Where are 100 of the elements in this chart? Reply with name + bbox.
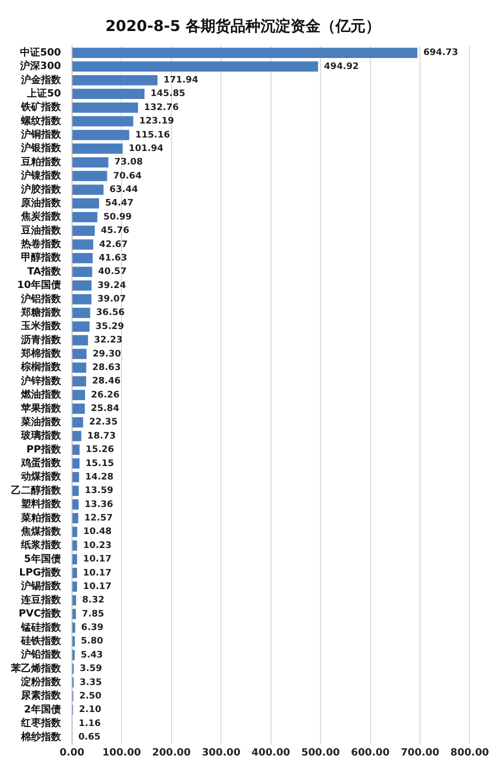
data-label: 35.29 xyxy=(96,322,124,332)
bar xyxy=(72,513,78,524)
y-tick-label: 连豆指数 xyxy=(20,594,62,606)
data-label: 8.32 xyxy=(82,596,104,606)
y-tick-label: 纸浆指数 xyxy=(20,539,62,552)
y-tick-label: 菜粕指数 xyxy=(20,512,62,524)
y-tick-label: 塑料指数 xyxy=(20,498,62,510)
y-tick-label: 郑棉指数 xyxy=(20,348,62,360)
bar xyxy=(72,376,86,386)
y-tick-label: 玻璃指数 xyxy=(20,430,62,442)
data-label: 10.17 xyxy=(83,568,112,578)
y-tick-label: 沪锌指数 xyxy=(20,374,62,387)
data-label: 101.94 xyxy=(128,144,164,154)
data-label: 28.63 xyxy=(92,362,121,373)
data-label: 50.99 xyxy=(103,212,132,222)
y-tick-label: 螺纹指数 xyxy=(20,114,62,127)
y-tick-label: 甲醇指数 xyxy=(21,252,62,264)
bar xyxy=(72,198,100,209)
data-label: 36.56 xyxy=(96,308,125,318)
y-tick-label: 沪深300 xyxy=(19,60,62,72)
data-label: 18.73 xyxy=(87,431,116,442)
data-label: 42.67 xyxy=(99,240,128,250)
y-tick-label: 上证50 xyxy=(26,87,62,100)
y-tick-label: 菜油指数 xyxy=(20,416,62,428)
y-tick-label: 苹果指数 xyxy=(20,402,62,414)
bar xyxy=(72,554,78,564)
data-label: 3.59 xyxy=(80,664,102,674)
x-tick-label: 0.00 xyxy=(60,748,84,759)
bar xyxy=(72,348,87,360)
bar xyxy=(72,253,93,264)
y-tick-label: 沪铜指数 xyxy=(20,128,62,141)
y-tick-label: 5年国债 xyxy=(24,552,61,565)
bar xyxy=(72,61,318,72)
y-tick-label: 沪金指数 xyxy=(20,74,62,86)
y-tick-label: 淀粉指数 xyxy=(20,676,62,688)
y-tick-label: 铁矿指数 xyxy=(20,101,62,114)
data-label: 29.30 xyxy=(92,349,122,360)
y-tick-label: 沪银指数 xyxy=(20,142,62,154)
data-label: 73.08 xyxy=(114,158,143,168)
y-tick-label: 锰硅指数 xyxy=(20,621,62,634)
bar xyxy=(72,144,123,154)
data-label: 5.80 xyxy=(80,636,104,647)
bar xyxy=(72,362,86,373)
x-tick-label: 300.00 xyxy=(202,748,240,759)
bar xyxy=(72,540,78,551)
bar xyxy=(72,308,90,318)
data-label: 45.76 xyxy=(100,226,130,236)
y-tick-label: PP指数 xyxy=(26,443,62,456)
data-label: 5.43 xyxy=(80,650,103,660)
bar xyxy=(72,444,80,455)
data-label: 14.28 xyxy=(85,472,114,482)
x-tick-label: 500.00 xyxy=(301,748,340,759)
bar xyxy=(72,75,158,86)
bar xyxy=(72,102,138,113)
bar xyxy=(72,417,84,428)
bar xyxy=(72,88,145,100)
x-tick-label: 400.00 xyxy=(252,748,290,759)
y-tick-label: 苯乙烯指数 xyxy=(10,662,62,674)
bar xyxy=(72,595,76,606)
data-label: 494.92 xyxy=(324,62,359,72)
chart-title: 2020-8-5 各期货品种沉淀资金（亿元） xyxy=(105,16,381,35)
bar xyxy=(72,170,108,182)
x-tick-label: 100.00 xyxy=(102,748,142,759)
data-label: 39.24 xyxy=(98,280,126,291)
y-tick-label: 棕榈指数 xyxy=(20,361,62,374)
data-label: 41.63 xyxy=(98,253,128,264)
bar xyxy=(72,458,80,469)
data-label: 10.17 xyxy=(83,554,112,565)
bar xyxy=(72,499,79,510)
data-label: 13.59 xyxy=(84,486,114,496)
bar xyxy=(72,608,76,620)
bar xyxy=(72,321,90,332)
bar xyxy=(72,116,134,126)
data-label: 6.39 xyxy=(81,623,104,634)
bar xyxy=(72,226,95,236)
data-label: 7.85 xyxy=(82,609,104,620)
y-tick-label: 红枣指数 xyxy=(20,717,62,730)
y-tick-label: 沥青指数 xyxy=(20,334,62,346)
bar xyxy=(72,568,78,578)
bar xyxy=(72,622,76,633)
bar xyxy=(72,280,92,291)
data-label: 22.35 xyxy=(89,418,118,428)
data-label: 63.44 xyxy=(110,185,138,196)
x-tick-label: 200.00 xyxy=(152,748,191,759)
data-label: 1.16 xyxy=(78,718,101,729)
data-label: 40.57 xyxy=(98,267,127,278)
y-tick-label: 玉米指数 xyxy=(20,320,62,332)
bar xyxy=(72,266,92,277)
data-label: 171.94 xyxy=(163,76,198,86)
y-tick-label: 焦煤指数 xyxy=(20,525,62,538)
x-tick-label: 800.00 xyxy=(450,748,490,759)
bar xyxy=(72,526,78,537)
data-label: 25.84 xyxy=(90,404,120,414)
data-label: 3.35 xyxy=(80,678,102,688)
data-label: 115.16 xyxy=(135,130,170,140)
data-label: 26.26 xyxy=(91,390,120,400)
data-label: 15.26 xyxy=(86,445,114,456)
bar xyxy=(72,472,80,482)
y-tick-label: 沪胶指数 xyxy=(20,183,62,196)
data-label: 132.76 xyxy=(144,102,179,113)
